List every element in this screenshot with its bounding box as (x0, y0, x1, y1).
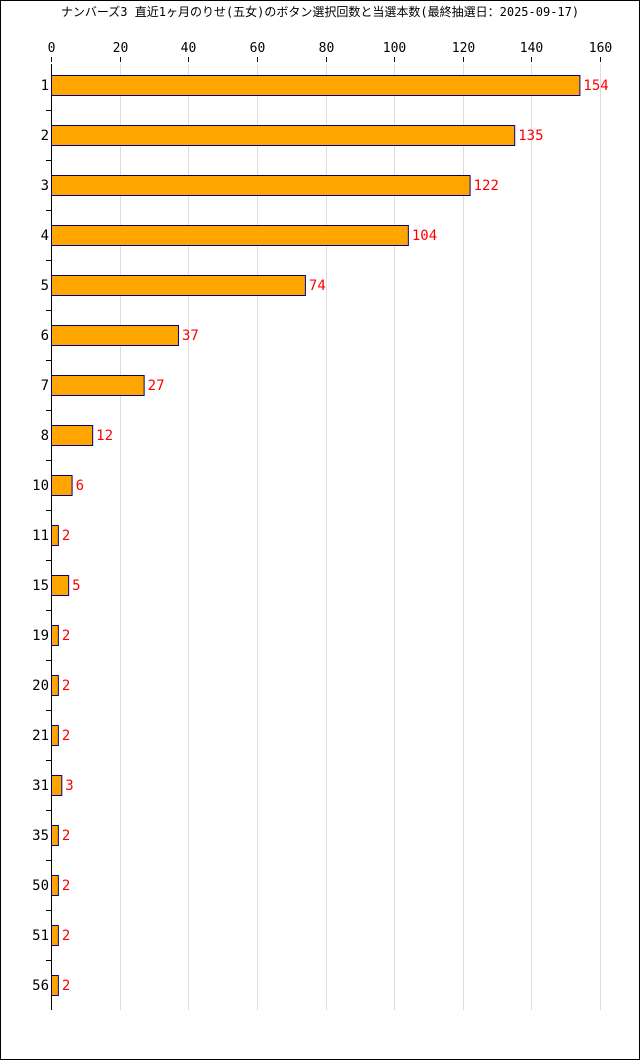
value-label: 135 (518, 128, 543, 144)
category-label: 7 (41, 378, 49, 394)
category-label: 2 (41, 128, 49, 144)
value-label: 2 (62, 678, 70, 694)
value-label: 2 (62, 878, 70, 894)
bar (51, 725, 59, 746)
category-label: 35 (32, 828, 49, 844)
category-label: 5 (41, 278, 49, 294)
value-label: 5 (72, 578, 80, 594)
bar (51, 825, 59, 846)
chart-title: ナンバーズ3 直近1ヶ月のりせ(五女)のボタン選択回数と当選本数(最終抽選日：2… (60, 5, 580, 19)
x-tick-label: 120 (452, 41, 475, 56)
bar (51, 175, 471, 196)
value-label: 2 (62, 978, 70, 994)
x-tick-label: 160 (589, 41, 612, 56)
category-label: 6 (41, 328, 49, 344)
bar (51, 225, 409, 246)
category-label: 50 (32, 878, 49, 894)
value-label: 6 (76, 478, 84, 494)
category-label: 8 (41, 428, 49, 444)
category-label: 51 (32, 928, 49, 944)
category-label: 20 (32, 678, 49, 694)
bar (51, 925, 59, 946)
value-label: 2 (62, 628, 70, 644)
value-label: 122 (474, 178, 499, 194)
x-tick-label: 140 (520, 41, 543, 56)
bar (51, 425, 94, 446)
category-label: 10 (32, 478, 49, 494)
value-label: 12 (96, 428, 113, 444)
value-label: 2 (62, 528, 70, 544)
category-label: 56 (32, 978, 49, 994)
x-tick-label: 80 (319, 41, 335, 56)
category-label: 11 (32, 528, 49, 544)
bar (51, 325, 179, 346)
value-label: 2 (62, 828, 70, 844)
bar (51, 875, 59, 896)
category-label: 4 (41, 228, 49, 244)
bar (51, 525, 59, 546)
bar (51, 375, 145, 396)
value-label: 37 (182, 328, 199, 344)
bar (51, 275, 306, 296)
category-label: 15 (32, 578, 49, 594)
bar (51, 125, 516, 146)
bar (51, 675, 59, 696)
bar (51, 775, 63, 796)
value-label: 104 (412, 228, 437, 244)
value-label: 2 (62, 728, 70, 744)
category-label: 31 (32, 778, 49, 794)
value-label: 3 (65, 778, 73, 794)
category-label: 21 (32, 728, 49, 744)
value-label: 27 (148, 378, 165, 394)
value-label: 74 (309, 278, 326, 294)
bar (51, 475, 73, 496)
bar (51, 625, 59, 646)
category-label: 1 (41, 78, 49, 94)
value-label: 154 (583, 78, 608, 94)
bar (51, 975, 59, 996)
x-tick-label: 0 (48, 41, 56, 56)
x-tick-label: 40 (181, 41, 197, 56)
value-label: 2 (62, 928, 70, 944)
category-label: 3 (41, 178, 49, 194)
bar (51, 75, 581, 96)
bar (51, 575, 70, 596)
category-label: 19 (32, 628, 49, 644)
x-tick-label: 20 (113, 41, 129, 56)
x-tick-label: 100 (383, 41, 406, 56)
x-tick-label: 60 (250, 41, 266, 56)
